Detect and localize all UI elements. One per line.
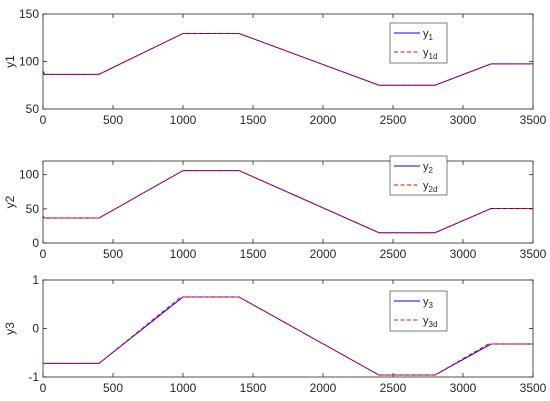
legend-label-sub: 3d bbox=[429, 320, 438, 329]
legend-label-main: y bbox=[423, 315, 429, 327]
x-tick-label: 3500 bbox=[520, 113, 547, 127]
x-tick-label: 500 bbox=[103, 113, 123, 127]
legend-label-sub: 2 bbox=[429, 166, 434, 175]
legend-label: y3 bbox=[423, 296, 434, 310]
legend-label-sub: 2d bbox=[429, 185, 438, 194]
x-tick-label: 1500 bbox=[240, 247, 267, 261]
y-tick-label: -1 bbox=[28, 370, 39, 384]
x-tick-label: 2500 bbox=[380, 113, 407, 127]
axes-box bbox=[42, 160, 534, 244]
x-tick-label: 3500 bbox=[520, 381, 547, 395]
x-tick-label: 2000 bbox=[310, 247, 337, 261]
legend-box bbox=[389, 290, 448, 332]
y-tick-label: 0 bbox=[32, 322, 39, 336]
legend-label: y2 bbox=[423, 161, 434, 175]
x-tick-label: 3000 bbox=[450, 113, 477, 127]
chart-panel-2: 0 500 1000 1500 2000 2500 3000 3500050100y2y2y2… bbox=[3, 155, 547, 261]
axes-box bbox=[42, 13, 534, 110]
legend-label-sub: 3 bbox=[429, 301, 434, 310]
x-tick-label: 2500 bbox=[380, 381, 407, 395]
legend-label: y1 bbox=[423, 28, 434, 42]
y-tick-label: 1 bbox=[32, 273, 39, 287]
series-line-y2d bbox=[43, 170, 533, 234]
y-tick-label: 100 bbox=[19, 55, 39, 69]
legend-label-main: y bbox=[423, 28, 429, 40]
x-tick-label: 1000 bbox=[170, 113, 197, 127]
legend-label-main: y bbox=[423, 161, 429, 173]
x-tick-label: 3000 bbox=[450, 247, 477, 261]
legend-box bbox=[389, 155, 448, 196]
x-tick-label: 0 bbox=[40, 113, 47, 127]
y-tick-label: 0 bbox=[32, 236, 39, 250]
y-tick-label: 50 bbox=[26, 202, 40, 216]
x-tick-label: 1000 bbox=[170, 247, 197, 261]
y-axis-label: y2 bbox=[3, 195, 17, 208]
legend-label-main: y bbox=[423, 296, 429, 308]
chart-panel-1: 0 500 1000 1500 2000 2500 3000 350050100150y1y1… bbox=[3, 7, 547, 127]
y-tick-label: 100 bbox=[19, 168, 39, 182]
x-tick-label: 1500 bbox=[240, 381, 267, 395]
x-tick-label: 3000 bbox=[450, 381, 477, 395]
legend-label-main: y bbox=[423, 47, 429, 59]
x-tick-label: 500 bbox=[103, 247, 123, 261]
x-tick-label: 1500 bbox=[240, 113, 267, 127]
x-tick-label: 2000 bbox=[310, 113, 337, 127]
x-tick-label: 2000 bbox=[310, 381, 337, 395]
legend-label-sub: 1d bbox=[429, 52, 438, 61]
x-tick-label: 0 bbox=[40, 381, 47, 395]
series-line-y3d bbox=[43, 296, 533, 376]
x-tick-label: 3500 bbox=[520, 247, 547, 261]
y-tick-label: 150 bbox=[19, 7, 39, 21]
axes-box bbox=[42, 279, 534, 378]
legend-label: y1d bbox=[423, 47, 437, 61]
y-tick-label: 50 bbox=[26, 102, 40, 116]
legend-label: y2d bbox=[423, 180, 437, 194]
y-axis-label: y1 bbox=[3, 55, 17, 68]
x-tick-label: 1000 bbox=[170, 381, 197, 395]
legend-label: y3d bbox=[423, 315, 437, 329]
series-line-y1d bbox=[43, 32, 533, 86]
x-tick-label: 2500 bbox=[380, 247, 407, 261]
legend-box bbox=[389, 22, 448, 64]
legend-label-sub: 1 bbox=[429, 33, 434, 42]
legend-label-main: y bbox=[423, 180, 429, 192]
x-tick-label: 0 bbox=[40, 247, 47, 261]
y-axis-label: y3 bbox=[3, 322, 17, 335]
x-tick-label: 500 bbox=[103, 381, 123, 395]
